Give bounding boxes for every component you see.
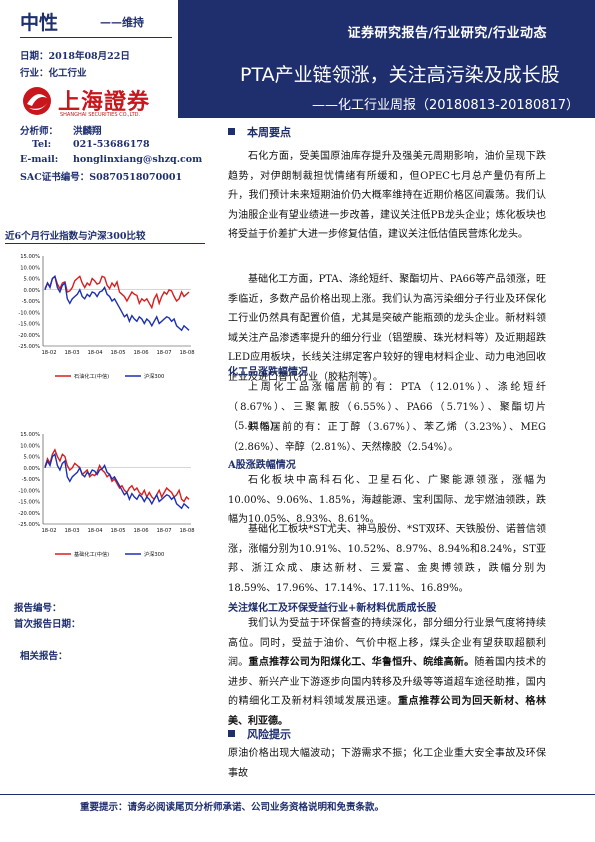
- y-tick-label: 0.00%: [24, 288, 41, 294]
- y-tick-label: -5.00%: [22, 299, 40, 305]
- paragraph-petrochem: 石化方面，受美国原油库存提升及强美元周期影响，油价呈现下跌趋势，对伊朗制裁担忧情…: [228, 151, 546, 240]
- rec-text-1: 我们认为受益于环保督查的持续深化，部分细分行业景气度将持续高位。同时，受益于油价…: [228, 618, 546, 668]
- x-tick-label: 18-02: [41, 350, 56, 356]
- y-tick-label: -15.00%: [18, 322, 40, 328]
- rating: 中性: [20, 12, 59, 34]
- analyst-label: 分析师：: [20, 126, 59, 137]
- x-tick-label: 18-08: [179, 528, 194, 534]
- sac-label: SAC证书编号：: [20, 172, 90, 183]
- bullet-square-icon: [228, 128, 235, 135]
- y-tick-label: 15.00%: [20, 432, 40, 438]
- logo-english: SHANGHAI SECURITIES CO.,LTD.: [60, 112, 141, 118]
- y-tick-label: -25.00%: [18, 344, 40, 350]
- report-number-label: 报告编号：: [14, 603, 62, 614]
- footer-rule: [0, 794, 595, 795]
- rec-picks-1: 重点推荐公司为阳煤化工、华鲁恒升、皖维高新。: [248, 657, 475, 668]
- x-tick-label: 18-02: [41, 528, 56, 534]
- report-date: 日期：2018年08月22日: [20, 51, 130, 62]
- section-title: 本周要点: [247, 126, 291, 139]
- paragraph-risk: 原油价格出现大幅波动；下游需求不振；化工企业重大安全事故及环保事故: [228, 748, 546, 779]
- y-tick-label: -10.00%: [18, 488, 40, 494]
- report-type: 证券研究报告/行业研究/行业动态: [347, 26, 547, 41]
- legend-label: 基础化工(中信): [74, 550, 109, 558]
- footer-notice: 重要提示：请务必阅读尾页分析师承诺、公司业务资格说明和免责条款。: [80, 802, 385, 813]
- x-tick-label: 18-08: [179, 350, 194, 356]
- paragraph-basic-chem: 基础化工方面，PTA、涤纶短纤、聚酯切片、PA66等产品领涨，旺季临近，多数产品…: [228, 274, 546, 383]
- section-key-points: 本周要点: [228, 124, 291, 140]
- heading-a-share: A股涨跌幅情况: [228, 460, 296, 471]
- header-right-bar: 证券研究报告/行业研究/行业动态: [178, 0, 595, 44]
- y-tick-label: 5.00%: [24, 455, 41, 461]
- series-line: [44, 448, 190, 503]
- paragraph-top-gainers: 上周化工品涨幅居前的有：PTA（12.01%）、涤纶短纤（8.67%）、三聚氰胺…: [228, 382, 546, 432]
- y-tick-label: 10.00%: [20, 265, 40, 271]
- industry-label: 行业：化工行业: [20, 68, 87, 79]
- chart-caption-rule: [5, 243, 205, 244]
- rating-note: ——维持: [100, 16, 144, 29]
- y-tick-label: 5.00%: [24, 277, 41, 283]
- series-line: [44, 275, 190, 310]
- header-divider: [20, 37, 172, 38]
- header-left-panel: 中性 ——维持: [0, 0, 178, 44]
- section-risk: 风险提示: [228, 726, 291, 742]
- y-tick-label: -25.00%: [18, 522, 40, 528]
- rec-text-2: 随着国内技术的进步、新兴产业下游逐步向国内转移及升级等等道超车途径助推，国内的精…: [228, 657, 547, 707]
- chart-caption: 近6个月行业指数与沪深300比较: [5, 231, 146, 242]
- x-tick-label: 18-03: [64, 528, 79, 534]
- series-line: [44, 452, 190, 510]
- tel-label: Tel:: [32, 139, 52, 150]
- y-tick-label: -20.00%: [18, 511, 40, 517]
- related-reports-label: 相关报告：: [20, 651, 68, 662]
- email-label: E-mail:: [20, 154, 59, 165]
- y-tick-label: 15.00%: [20, 254, 40, 260]
- y-tick-label: -15.00%: [18, 500, 40, 506]
- logo: 上海證券 SHANGHAI SECURITIES CO.,LTD.: [20, 84, 178, 122]
- x-tick-label: 18-03: [64, 350, 79, 356]
- analyst-tel-row: Tel: 021-53686178: [20, 139, 150, 150]
- report-subtitle: ——化工行业周报（20180813-20180817）: [312, 98, 580, 113]
- x-tick-label: 18-07: [156, 528, 171, 534]
- analyst-name: 洪麟翔: [73, 126, 102, 137]
- x-tick-label: 18-05: [110, 350, 125, 356]
- legend-label: 沪深300: [144, 550, 164, 558]
- logo-mark-icon: [23, 87, 51, 115]
- paragraph-recommendation: 我们认为受益于环保督查的持续深化，部分细分行业景气度将持续高位。同时，受益于油价…: [228, 614, 546, 731]
- analyst-name-row: 分析师： 洪麟翔: [20, 123, 102, 137]
- x-tick-label: 18-06: [133, 350, 148, 356]
- logo-text: 上海證券: [58, 89, 151, 115]
- legend-label: 沪深300: [144, 372, 164, 380]
- y-tick-label: 10.00%: [20, 443, 40, 449]
- section-title: 风险提示: [247, 728, 291, 741]
- sac-value: S0870518070001: [89, 172, 183, 183]
- email-value[interactable]: honglinxiang@shzq.com: [73, 154, 203, 165]
- y-tick-label: 0.00%: [24, 466, 41, 472]
- y-tick-label: -20.00%: [18, 333, 40, 339]
- analyst-email-row: E-mail: honglinxiang@shzq.com: [20, 154, 202, 165]
- x-tick-label: 18-05: [110, 528, 125, 534]
- report-title: PTA产业链领涨，关注高污染及成长股: [240, 64, 560, 86]
- heading-price-changes: 化工品涨跌幅情况: [228, 367, 308, 378]
- paragraph-basic-chem-stocks: 基础化工板块*ST尤夫、神马股份、*ST双环、天铁股份、诺普信领涨，涨幅分别为1…: [228, 524, 546, 594]
- x-tick-label: 18-04: [87, 350, 103, 356]
- tel-value: 021-53686178: [73, 139, 150, 150]
- heading-recommendation: 关注煤化工及环保受益行业+新材料优质成长股: [228, 603, 437, 614]
- paragraph-top-losers: 跌幅居前的有：正丁醇（3.67%）、苯乙烯（3.23%）、MEG（2.86%）、…: [228, 422, 546, 453]
- rec-picks-2: 重点推荐公司为回天新材、格林美、利亚德。: [228, 696, 547, 727]
- chart-petrochemical: 15.00% 10.00% 5.00% 0.00% -5.00% -10.00% -15.0…: [18, 254, 194, 380]
- y-tick-label: -10.00%: [18, 310, 40, 316]
- series-line: [44, 274, 190, 332]
- paragraph-petrochem-stocks: 石化板块中高科石化、卫星石化、广聚能源领涨，涨幅为10.00%、9.06%、1.…: [228, 475, 546, 525]
- y-tick-label: -5.00%: [22, 477, 40, 483]
- first-report-date-label: 首次报告日期：: [14, 619, 81, 630]
- chart-basic-chemical: 15.00% 10.00% 5.00% 0.00% -5.00% -10.00% -15.0…: [18, 432, 194, 558]
- title-band: [178, 44, 595, 118]
- analyst-sac-row: SAC证书编号：S0870518070001: [20, 169, 182, 183]
- x-tick-label: 18-04: [87, 528, 103, 534]
- x-tick-label: 18-06: [133, 528, 148, 534]
- x-tick-label: 18-07: [156, 350, 171, 356]
- legend-label: 石油化工(中信): [74, 372, 109, 380]
- bullet-square-icon: [228, 730, 235, 737]
